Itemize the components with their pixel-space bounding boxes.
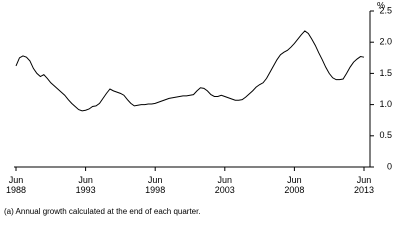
x-tick-label: Jun 2008 xyxy=(284,175,305,195)
y-tick-label: 2.0 xyxy=(379,37,392,47)
data-line xyxy=(15,30,365,112)
x-tick-label: Jun 1998 xyxy=(145,175,166,195)
x-tick-label: Jun 2013 xyxy=(353,175,375,195)
x-tick-label: Jun 2003 xyxy=(214,175,235,195)
y-tick-label: 0 xyxy=(387,161,392,171)
y-tick-label: 0.5 xyxy=(379,130,392,140)
x-tick-label: Jun 1993 xyxy=(75,175,96,195)
chart: % 0 0.5 1.0 1.5 2.0 2.5 (a) Annual growth cal… xyxy=(4,0,392,216)
footnote: (a) Annual growth calculated at the end … xyxy=(4,207,201,216)
chart-svg: % 0 0.5 1.0 1.5 2.0 2.5 xyxy=(14,0,392,171)
y-unit: % xyxy=(377,0,385,10)
y-tick-label: 2.5 xyxy=(379,5,392,15)
y-tick-label: 1.0 xyxy=(379,99,392,109)
x-tick-label: Jun 1988 xyxy=(5,175,27,195)
y-tick-label: 1.5 xyxy=(379,68,392,78)
